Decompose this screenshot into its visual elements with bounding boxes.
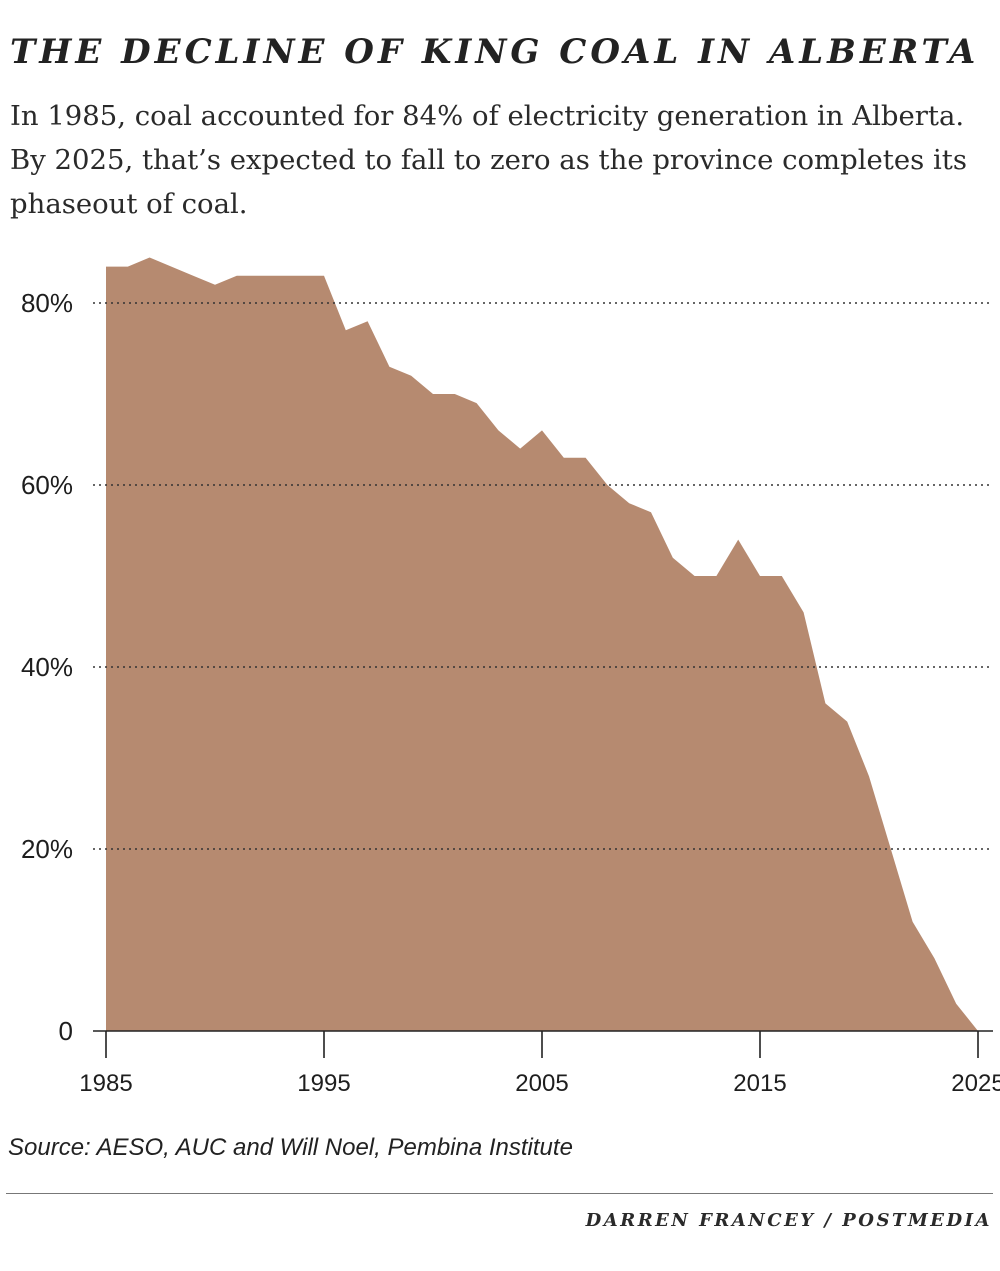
coal-share-area bbox=[106, 257, 978, 1031]
x-tick-label: 1985 bbox=[79, 1070, 132, 1097]
x-tick-label: 1995 bbox=[297, 1070, 350, 1097]
source-note: Source: AESO, AUC and Will Noel, Pembina… bbox=[8, 1134, 573, 1161]
chart-subtitle: In 1985, coal accounted for 84% of elect… bbox=[10, 100, 967, 220]
y-tick-label: 40% bbox=[21, 652, 73, 682]
y-tick-label: 0 bbox=[59, 1016, 73, 1046]
credit-line: DARREN FRANCEY / POSTMEDIA bbox=[585, 1210, 992, 1231]
label-layer: 1985 1995 2005 2015 2025 0 20% 40% 60% 80% bbox=[21, 288, 1000, 1097]
y-tick-label: 20% bbox=[21, 834, 73, 864]
y-tick-label: 80% bbox=[21, 288, 73, 318]
x-tick-label: 2015 bbox=[733, 1070, 786, 1097]
footer-divider bbox=[6, 1193, 993, 1194]
grid-layer bbox=[93, 302, 993, 850]
area-layer bbox=[106, 257, 978, 1031]
y-tick-label: 60% bbox=[21, 470, 73, 500]
x-tick-label: 2025 bbox=[951, 1070, 1000, 1097]
axis-layer bbox=[93, 1030, 993, 1058]
x-tick-label: 2005 bbox=[515, 1070, 568, 1097]
chart-title: THE DECLINE OF KING COAL IN ALBERTA bbox=[10, 32, 980, 72]
